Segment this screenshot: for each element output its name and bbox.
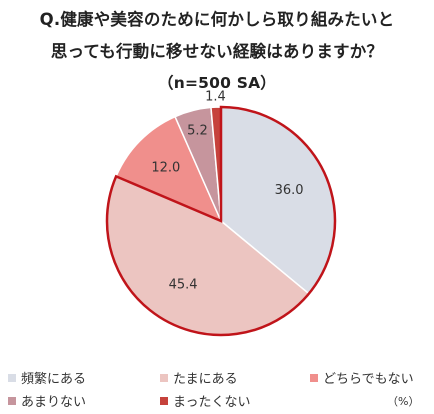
chart-sample-size: （n=500 SA） xyxy=(158,74,276,92)
legend-label: たまにある xyxy=(173,372,238,387)
slice-neither xyxy=(115,115,223,223)
legend-item-frequent: 頻繁にある xyxy=(8,368,86,387)
legend-item-sometimes: たまにある xyxy=(160,368,238,387)
legend-label: 頻繁にある xyxy=(21,372,87,387)
highlight-outline xyxy=(105,105,337,337)
data-label-never: 1.4 xyxy=(205,90,226,105)
chart-title-line-2: 思っても行動に移せない経験はありますか？ xyxy=(50,42,384,61)
data-label-rarely: 5.2 xyxy=(187,123,208,138)
data-label-neither: 12.0 xyxy=(151,161,180,176)
unit-label: （%） xyxy=(387,395,420,408)
legend-item-rarely: あまりない xyxy=(8,391,86,410)
legend-label: あまりない xyxy=(21,395,87,410)
legend-item-never: まったくない xyxy=(160,391,250,410)
data-label-sometimes: 45.4 xyxy=(169,277,198,292)
legend-swatch xyxy=(160,396,168,405)
legend-swatch xyxy=(8,396,16,405)
legend-item-neither: どちらでもない xyxy=(310,368,414,387)
legend-label: どちらでもない xyxy=(323,372,414,387)
legend-swatch xyxy=(8,373,16,382)
data-label-frequent: 36.0 xyxy=(275,183,304,198)
chart-title-line-1: Q.健康や美容のために何かしら取り組みたいと xyxy=(39,10,395,29)
legend-label: まったくない xyxy=(173,395,251,410)
legend-swatch xyxy=(310,373,318,382)
legend-swatch xyxy=(160,373,168,382)
